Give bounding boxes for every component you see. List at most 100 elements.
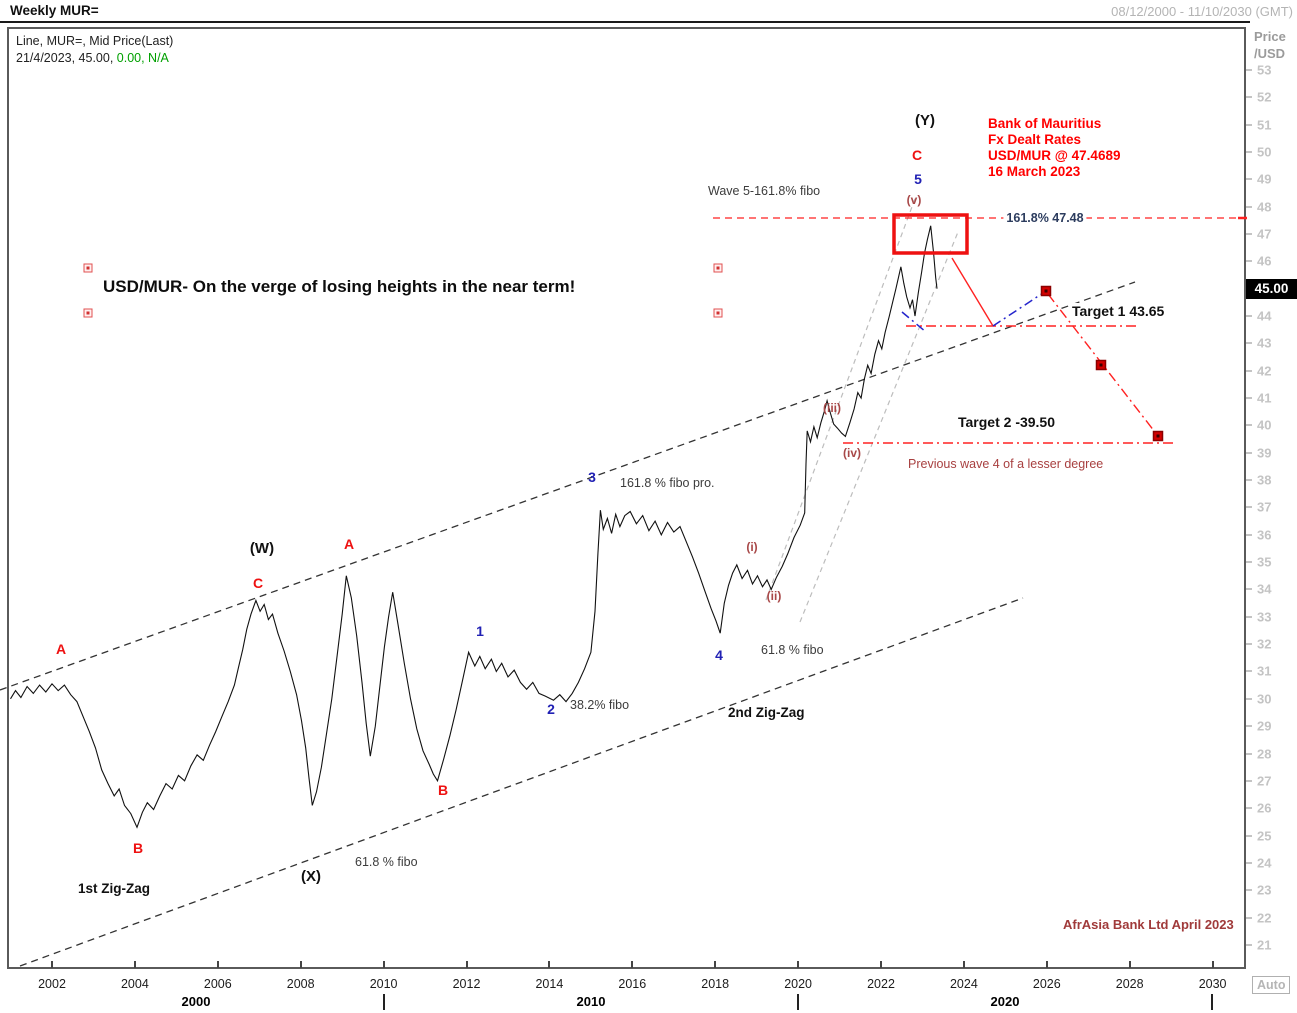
y-tick-label: 34 (1257, 581, 1272, 597)
y-tick-label: 48 (1257, 199, 1272, 215)
y-tick-label: 49 (1257, 171, 1272, 187)
legend-value-line: 21/4/2023, 45.00, 0.00, N/A (16, 51, 169, 65)
x-tick-label: 2008 (286, 977, 315, 991)
legend-change-value: 0.00, N/A (116, 51, 169, 65)
wave-C-first: C (252, 575, 264, 591)
y-tick-label: 32 (1257, 636, 1272, 652)
wave-degree-X: (X) (301, 868, 321, 885)
y-tick-mark (1246, 123, 1252, 126)
chart-title: Weekly MUR= (10, 3, 99, 18)
y-tick-mark (1246, 342, 1252, 345)
y-tick-label: 22 (1257, 910, 1272, 926)
date-range-label: 08/12/2000 - 11/10/2030 (GMT) (1111, 4, 1293, 19)
plot-border (7, 27, 1246, 969)
selection-handle[interactable] (713, 263, 723, 273)
wave-1: 1 (476, 623, 484, 639)
fibo-pro-label: 161.8 % fibo pro. (620, 476, 715, 490)
y-tick-label: 28 (1257, 746, 1272, 761)
x-tick-label: 2026 (1032, 977, 1061, 991)
wave-degree-W: (W) (249, 540, 275, 557)
y-tick-label: 51 (1257, 117, 1272, 133)
title-divider (0, 21, 1250, 23)
x-tick-mark (51, 961, 53, 968)
x-tick-mark (382, 961, 385, 968)
wave5-channel-left (765, 195, 917, 601)
y-tick-label: 27 (1257, 773, 1272, 789)
y-tick-mark (1246, 697, 1252, 700)
decade-bar (797, 994, 799, 1010)
y-tick-mark (1246, 69, 1252, 71)
wave-B-first: B (132, 840, 144, 856)
lower-channel-trendline (19, 597, 1024, 967)
y-tick-mark (1246, 670, 1252, 673)
fibo-618-right-label: 61.8 % fibo (761, 643, 824, 657)
x-tick-mark (133, 961, 136, 968)
blue-path-segment-1 (901, 311, 927, 333)
selection-handle[interactable] (83, 263, 93, 273)
y-tick-mark (1246, 151, 1252, 154)
wave-A-left: A (55, 641, 67, 657)
y-tick-mark (1246, 725, 1252, 728)
first-zigzag-label: 1st Zig-Zag (78, 881, 151, 896)
wave-iv: (iv) (843, 446, 861, 460)
y-tick-label: 44 (1257, 308, 1272, 324)
wave-degree-Y: (Y) (915, 112, 935, 129)
y-tick-mark (1246, 260, 1252, 263)
y-tick-mark (1246, 916, 1252, 919)
x-tick-label: 2028 (1115, 977, 1144, 991)
x-tick-mark (714, 961, 717, 968)
fibo-382-label: 38.2% fibo (570, 698, 630, 712)
x-tick-label: 2006 (203, 977, 232, 991)
x-tick-label: 2030 (1198, 977, 1227, 991)
wave-4: 4 (715, 647, 723, 663)
legend-instrument-line: Line, MUR=, Mid Price(Last) (16, 34, 174, 48)
x-tick-label: 2024 (949, 977, 978, 991)
x-tick-label: 2022 (867, 977, 895, 991)
x-tick-mark (465, 961, 468, 968)
wave-3: 3 (588, 469, 596, 485)
decade-bar (1211, 994, 1213, 1010)
selection-handle[interactable] (713, 308, 723, 318)
wave-A-second: A (343, 536, 355, 552)
x-tick-mark (1128, 961, 1131, 968)
upper-channel-trendline (0, 281, 1136, 691)
chart-legend: Line, MUR=, Mid Price(Last) 21/4/2023, 4… (16, 33, 173, 67)
projection-line (951, 257, 994, 327)
x-tick-label: 2018 (701, 977, 730, 991)
selection-handle[interactable] (83, 308, 93, 318)
y-tick-label: 31 (1257, 663, 1272, 679)
x-tick-mark (797, 961, 800, 968)
y-tick-label: 33 (1257, 609, 1272, 625)
y-tick-mark (1246, 834, 1252, 837)
x-tick-label: 2014 (535, 977, 564, 991)
auto-scale-button[interactable]: Auto (1252, 976, 1291, 994)
x-tick-label: 2010 (369, 977, 398, 991)
x-tick-mark (299, 961, 302, 968)
y-tick-mark (1246, 233, 1252, 236)
y-tick-label: 23 (1257, 882, 1272, 898)
y-tick-label: 43 (1257, 335, 1272, 351)
x-tick-label: 2004 (120, 977, 149, 991)
y-tick-mark (1246, 369, 1252, 372)
y-tick-mark (1246, 779, 1252, 782)
headline-text[interactable]: USD/MUR- On the verge of losing heights … (103, 277, 576, 296)
y-tick-label: 42 (1257, 363, 1272, 379)
target1-label: Target 1 43.65 (1070, 303, 1167, 319)
y-tick-mark (1246, 451, 1252, 454)
target-marker-square-dot (1156, 434, 1160, 438)
wave-ii: (ii) (766, 589, 782, 603)
y-tick-mark (1246, 96, 1252, 99)
wave5-channel-right (799, 231, 959, 623)
y-tick-mark (1246, 643, 1252, 646)
x-tick-mark (216, 961, 219, 968)
y-tick-label: 29 (1257, 718, 1272, 734)
y-tick-mark (1246, 889, 1252, 892)
y-tick-label: 41 (1257, 390, 1272, 406)
y-axis-unit-label: Price /USD (1254, 29, 1286, 61)
x-tick-mark (548, 961, 551, 968)
y-tick-mark (1246, 533, 1252, 536)
decade-label: 2010 (576, 994, 606, 1009)
y-tick-mark (1246, 479, 1252, 482)
decade-label: 2000 (181, 994, 211, 1009)
